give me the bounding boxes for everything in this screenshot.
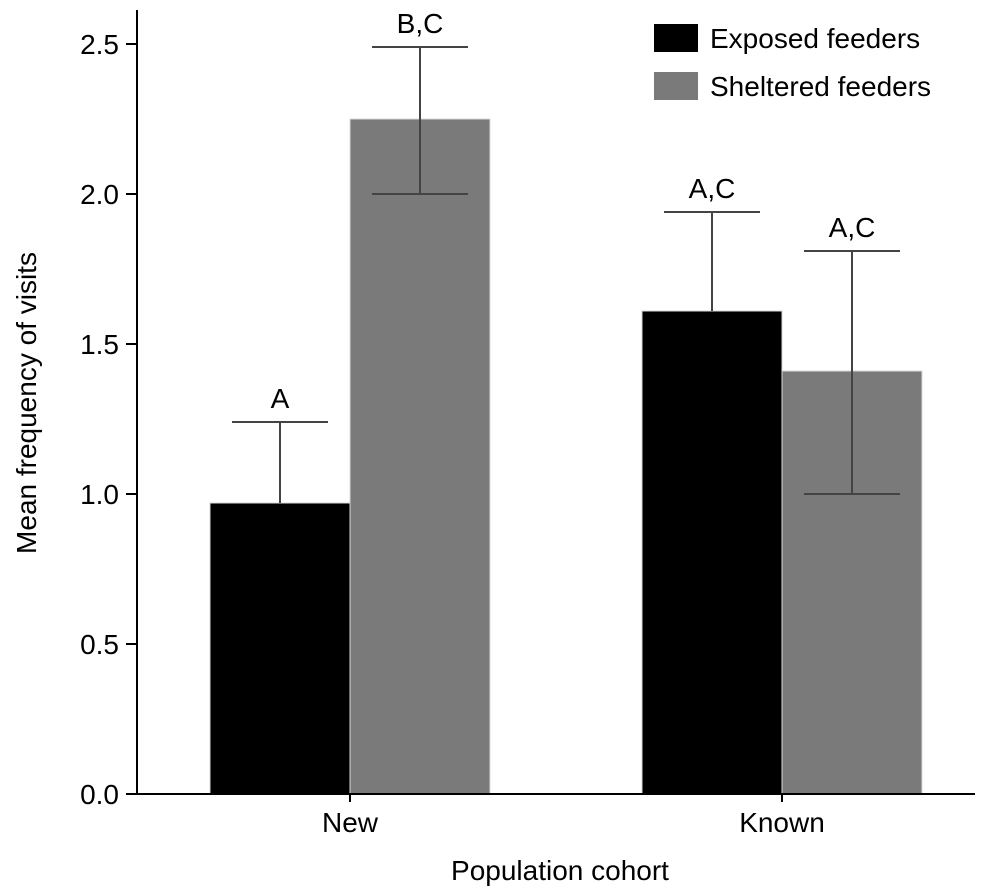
legend: Exposed feeders Sheltered feeders [654,23,931,102]
y-tick-label-0.5: 0.5 [80,629,119,660]
bar-exposed-feeders-known [641,310,783,795]
bar-exposed-feeders-new [209,502,351,795]
y-tick-label-0.0: 0.0 [80,779,119,810]
x-tick-label-new: New [322,807,379,838]
significance-label-sheltered-feeders-known: A,C [829,212,876,243]
x-axis-title: Population cohort [451,855,669,886]
significance-label-sheltered-feeders-new: B,C [397,8,444,39]
legend-swatch-exposed-feeders [654,24,698,52]
y-tick-label-1.0: 1.0 [80,479,119,510]
y-tick-label-2.5: 2.5 [80,29,119,60]
y-tick-label-1.5: 1.5 [80,329,119,360]
legend-swatch-sheltered-feeders [654,72,698,100]
y-tick-label-2.0: 2.0 [80,179,119,210]
x-tick-label-known: Known [739,807,825,838]
significance-label-exposed-feeders-new: A [271,383,290,414]
legend-label-exposed-feeders: Exposed feeders [710,23,920,54]
significance-label-exposed-feeders-known: A,C [689,173,736,204]
plot-area: 0.0 0.5 1.0 1.5 2.0 2.5 New Known A A,C B,C A,C [80,8,923,838]
y-axis-title: Mean frequency of visits [11,252,42,554]
bar-sheltered-feeders-new [349,118,491,795]
legend-label-sheltered-feeders: Sheltered feeders [710,71,931,102]
